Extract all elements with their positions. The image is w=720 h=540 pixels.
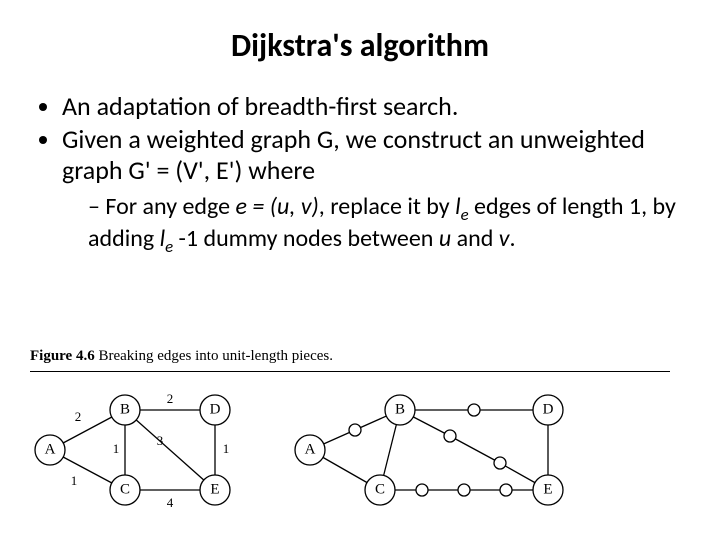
sub-d: -1 dummy nodes between xyxy=(173,224,439,253)
weight-ce: 4 xyxy=(167,495,174,510)
weight-bc: 1 xyxy=(113,441,120,456)
node-c-label: C xyxy=(120,481,130,497)
sub-bullet-1: For any edge e = (u, v), replace it by l… xyxy=(88,193,690,257)
slide-title: Dijkstra's algorithm xyxy=(30,26,690,65)
sub-bullet-list: For any edge e = (u, v), replace it by l… xyxy=(88,193,690,257)
r-node-d-label: D xyxy=(543,401,554,417)
r-node-a-label: A xyxy=(305,441,316,457)
r-node-c-label: C xyxy=(375,481,385,497)
sub-a: For any edge xyxy=(105,192,235,221)
figure-label-rest: Breaking edges into unit-length pieces. xyxy=(95,348,333,364)
graphs-row: A B C D E 2 1 1 2 3 4 1 xyxy=(30,380,690,520)
r-node-e-label: E xyxy=(543,481,552,497)
r-node-b-label: B xyxy=(395,401,405,417)
bullet-2-text: Given a weighted graph G, we construct a… xyxy=(62,123,645,186)
figure-rule xyxy=(30,371,670,372)
bullet-1: An adaptation of breadth-first search. xyxy=(62,91,690,122)
right-graph: A B C D E xyxy=(290,380,590,520)
node-b-label: B xyxy=(120,401,130,417)
node-d-label: D xyxy=(210,401,221,417)
weight-bd: 2 xyxy=(167,391,174,406)
weight-ab: 2 xyxy=(75,409,82,424)
sub-e1: e xyxy=(461,203,469,224)
weight-de: 1 xyxy=(223,441,230,456)
sub-and: and xyxy=(451,224,499,253)
bullet-list: An adaptation of breadth-first search. G… xyxy=(36,91,690,256)
sub-euv: e = (u, v) xyxy=(236,192,319,221)
node-a-label: A xyxy=(45,441,56,457)
left-graph: A B C D E 2 1 1 2 3 4 1 xyxy=(30,380,250,520)
figure-label-bold: Figure 4.6 xyxy=(30,348,95,364)
node-e-label: E xyxy=(210,481,219,497)
sub-dot: . xyxy=(509,224,515,253)
sub-v: v xyxy=(499,224,510,253)
weight-be: 3 xyxy=(157,433,164,448)
weight-ac: 1 xyxy=(71,473,78,488)
figure-area: Figure 4.6 Breaking edges into unit-leng… xyxy=(30,348,690,520)
figure-caption: Figure 4.6 Breaking edges into unit-leng… xyxy=(30,348,690,365)
sub-b: , replace it by xyxy=(319,192,455,221)
sub-e2: e xyxy=(165,235,173,256)
bullet-2: Given a weighted graph G, we construct a… xyxy=(62,124,690,256)
sub-u: u xyxy=(439,224,451,253)
